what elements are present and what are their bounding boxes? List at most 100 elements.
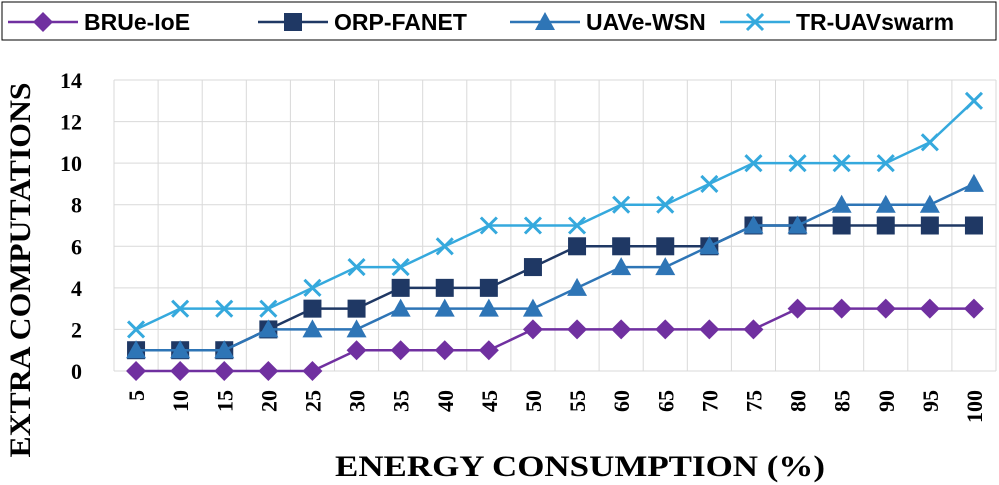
legend-item-tr-uavswarm: TR-UAVswarm <box>720 9 954 35</box>
data-point-orp-fanet <box>568 237 587 256</box>
legend-label: TR-UAVswarm <box>796 9 954 35</box>
data-point-uave-wsn <box>126 340 147 359</box>
data-point-tr-uavswarm <box>523 216 543 235</box>
x-axis-ticks: 5 10 15 20 25 30 35 40 45 50 55 60 65 70 75 80 85 90 95 100 <box>124 390 987 423</box>
x-axis-title: ENERGY CONSUMPTION (%) <box>335 450 825 483</box>
data-point-tr-uavswarm <box>832 154 851 173</box>
data-point-brue-ioe <box>963 298 984 319</box>
data-point-uave-wsn <box>699 236 720 255</box>
data-point-orp-fanet <box>656 237 675 256</box>
data-point-tr-uavswarm <box>171 299 190 318</box>
data-point-brue-ioe <box>699 319 720 340</box>
y-tick-label: 14 <box>60 68 82 93</box>
data-point-tr-uavswarm <box>700 174 719 193</box>
data-point-tr-uavswarm <box>920 133 939 152</box>
data-point-uave-wsn <box>919 194 940 213</box>
legend: BRUe-IoE ORP-FANET UAVe-WSN TR-UAVswarm <box>1 1 997 41</box>
data-point-uave-wsn <box>611 257 632 276</box>
x-tick-label: 70 <box>697 390 722 412</box>
x-tick-label: 35 <box>389 390 414 412</box>
y-tick-label: 0 <box>71 359 82 384</box>
data-point-uave-wsn <box>522 298 543 317</box>
y-tick-label: 12 <box>60 110 82 135</box>
data-point-brue-ioe <box>875 298 896 319</box>
data-point-brue-ioe <box>258 361 279 381</box>
data-point-brue-ioe <box>478 340 499 361</box>
data-point-uave-wsn <box>434 298 455 317</box>
x-tick-label: 40 <box>433 390 458 412</box>
x-tick-label: 95 <box>918 390 943 412</box>
data-point-brue-ioe <box>522 319 543 340</box>
x-tick-label: 85 <box>830 390 855 412</box>
data-point-uave-wsn <box>258 319 279 338</box>
legend-item-orp-fanet: ORP-FANET <box>258 9 467 35</box>
series-brue-ioe <box>126 298 984 381</box>
data-point-tr-uavswarm <box>435 237 454 256</box>
legend-label: ORP-FANET <box>334 9 467 35</box>
x-tick-label: 55 <box>565 390 590 412</box>
data-point-brue-ioe <box>170 361 191 381</box>
x-tick-label: 45 <box>477 390 502 412</box>
data-point-uave-wsn <box>787 215 808 234</box>
data-point-orp-fanet <box>391 278 410 297</box>
legend-marker <box>33 12 53 32</box>
data-point-uave-wsn <box>743 215 764 234</box>
data-point-uave-wsn <box>346 319 367 338</box>
data-point-brue-ioe <box>302 361 323 381</box>
data-point-uave-wsn <box>478 298 499 317</box>
data-point-orp-fanet <box>347 299 366 318</box>
legend-label: UAVe-WSN <box>586 9 706 35</box>
x-tick-label: 20 <box>256 390 281 412</box>
data-point-tr-uavswarm <box>964 91 984 110</box>
data-point-orp-fanet <box>920 216 939 235</box>
x-tick-label: 80 <box>786 390 811 412</box>
y-tick-label: 4 <box>71 276 82 301</box>
data-point-tr-uavswarm <box>303 278 322 297</box>
data-point-brue-ioe <box>655 319 676 340</box>
data-point-tr-uavswarm <box>876 154 895 173</box>
x-tick-label: 5 <box>124 390 149 401</box>
legend-label: BRUe-IoE <box>84 9 190 35</box>
data-point-tr-uavswarm <box>567 216 587 235</box>
data-point-tr-uavswarm <box>259 299 278 318</box>
legend-marker <box>535 12 555 30</box>
data-point-orp-fanet <box>523 258 542 277</box>
series-layer <box>126 91 984 381</box>
data-point-brue-ioe <box>787 298 808 319</box>
data-point-brue-ioe <box>126 361 147 381</box>
x-tick-label: 25 <box>300 390 325 412</box>
data-point-orp-fanet <box>435 278 454 297</box>
data-point-brue-ioe <box>611 319 632 340</box>
gridlines <box>113 79 997 372</box>
data-point-tr-uavswarm <box>656 195 675 214</box>
data-point-brue-ioe <box>831 298 852 319</box>
legend-item-brue-ioe: BRUe-IoE <box>8 9 190 35</box>
data-point-brue-ioe <box>919 298 940 319</box>
x-tick-label: 75 <box>741 390 766 412</box>
x-tick-label: 30 <box>345 390 370 412</box>
series-tr-uavswarm <box>126 91 984 339</box>
data-point-uave-wsn <box>302 319 323 338</box>
data-point-brue-ioe <box>390 340 411 361</box>
data-point-tr-uavswarm <box>612 195 631 214</box>
data-point-uave-wsn <box>214 340 235 359</box>
x-tick-label: 65 <box>653 390 678 412</box>
data-point-uave-wsn <box>390 298 411 317</box>
data-point-brue-ioe <box>434 340 455 361</box>
x-tick-label: 100 <box>962 390 987 423</box>
data-point-brue-ioe <box>743 319 764 340</box>
data-point-tr-uavswarm <box>788 154 807 173</box>
y-tick-label: 6 <box>71 234 82 259</box>
series-line-tr-uavswarm <box>135 99 975 331</box>
legend-box <box>1 1 997 41</box>
data-point-orp-fanet <box>479 278 498 297</box>
x-tick-label: 15 <box>212 390 237 412</box>
x-tick-label: 90 <box>874 390 899 412</box>
data-point-orp-fanet <box>964 216 983 235</box>
data-point-brue-ioe <box>567 319 588 340</box>
x-tick-label: 60 <box>609 390 634 412</box>
y-tick-label: 2 <box>71 317 82 342</box>
data-point-tr-uavswarm <box>215 299 234 318</box>
data-point-tr-uavswarm <box>744 154 763 173</box>
